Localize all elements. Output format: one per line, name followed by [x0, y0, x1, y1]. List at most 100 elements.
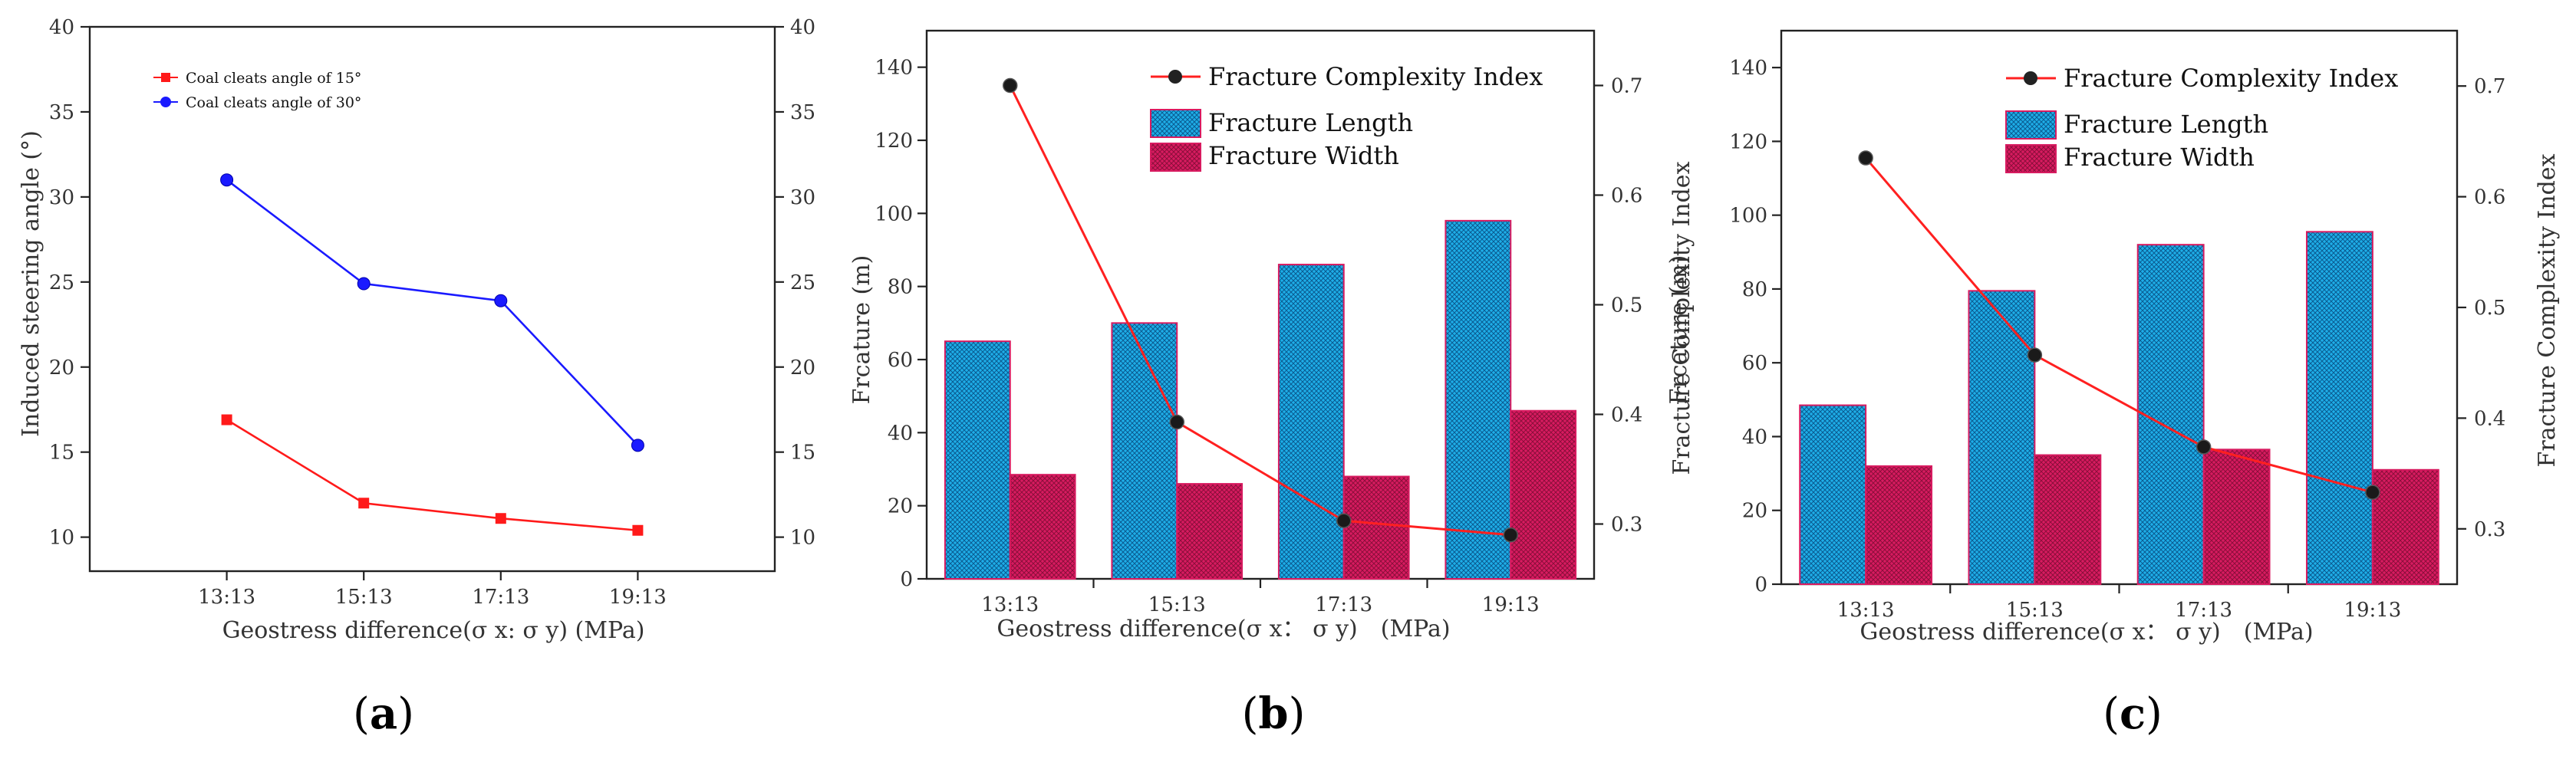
- bar-fracture-length: [1444, 219, 1512, 580]
- legend-label: Fracture Width: [2064, 143, 2255, 172]
- bar-fracture-width: [1009, 474, 1076, 580]
- panel-c-letter: c: [2120, 688, 2146, 739]
- y-tick-label: 140: [1729, 57, 1767, 80]
- legend-marker-square: [161, 73, 170, 82]
- x-tick-label: 13:13: [198, 586, 255, 609]
- x-tick-label: 17:13: [472, 586, 529, 609]
- y-tick-label: 20: [1742, 500, 1767, 523]
- y-tick-label: 40: [888, 422, 913, 445]
- y2-tick-label: 0.3: [2474, 518, 2505, 541]
- y-right-tick-label: 40: [790, 16, 815, 39]
- panel-a-series: [220, 173, 644, 536]
- panel-a-axes: [88, 25, 776, 573]
- bar-fracture-width: [2371, 468, 2439, 586]
- x-tick-label: 13:13: [1837, 599, 1895, 622]
- data-point-circle: [631, 439, 644, 452]
- complexity-index-point: [1169, 414, 1184, 430]
- bar-fracture-length: [2136, 244, 2205, 585]
- y-tick-label: 140: [875, 57, 913, 80]
- panel-c: 0 20 40 60 80 100 120 140 0.3 0.4 0.5 0.6 0.7 13:13 15…: [1665, 29, 2561, 739]
- x-tick-label: 15:13: [2006, 599, 2064, 622]
- y2-tick-label: 0.6: [2474, 186, 2505, 209]
- x-tick-label: 15:13: [1148, 593, 1206, 616]
- data-point-square: [632, 524, 644, 536]
- bar-fracture-width: [1510, 409, 1577, 580]
- x-tick-label: 17:13: [1315, 593, 1372, 616]
- legend-label: Fracture Width: [1208, 141, 1399, 170]
- panel-c-caption: (c): [2103, 688, 2163, 739]
- complexity-index-point: [1336, 513, 1352, 528]
- bar-fracture-length: [1968, 290, 2036, 585]
- bar-fracture-length: [1799, 404, 1867, 586]
- legend-label: Fracture Length: [2064, 110, 2268, 139]
- y2-tick-label: 0.7: [1611, 75, 1642, 98]
- panel-b-line-series: [1003, 77, 1518, 543]
- bar-fracture-width: [2202, 449, 2271, 586]
- y-tick-label: 120: [1729, 130, 1767, 153]
- series-line-1: [226, 419, 638, 532]
- x-tick-label: 19:13: [609, 586, 667, 609]
- y-tick-label: 30: [49, 186, 74, 209]
- panel-c-ticks: 0 20 40 60 80 100 120 140 0.3 0.4 0.5 0.6 0.7 13:13 15…: [1729, 57, 2505, 622]
- panel-b-legend: Fracture Complexity Index Fracture Lengt…: [1150, 62, 1543, 172]
- bar-fracture-length: [1277, 264, 1345, 580]
- panel-b-caption: (b): [1242, 688, 1306, 739]
- legend-label: Fracture Complexity Index: [1208, 62, 1543, 91]
- y2-tick-label: 0.5: [2474, 297, 2505, 320]
- legend-swatch-length: [2005, 110, 2057, 140]
- complexity-index-point: [1858, 150, 1873, 166]
- legend-swatch-width: [1150, 143, 1201, 172]
- panel-c-bars: [1799, 231, 2439, 586]
- legend-marker-circle: [160, 97, 171, 107]
- complexity-index-point: [2365, 485, 2380, 500]
- legend-label: Fracture Complexity Index: [2064, 64, 2398, 93]
- legend-marker-circle: [1168, 70, 1182, 84]
- x-tick-label: 17:13: [2175, 599, 2232, 622]
- x-tick-label: 19:13: [2344, 599, 2401, 622]
- y2-tick-label: 0.4: [2474, 407, 2505, 430]
- series-line-2: [226, 179, 639, 446]
- y-tick-label: 100: [875, 202, 913, 225]
- y-tick-label: 15: [49, 442, 74, 465]
- y2-tick-label: 0.7: [2474, 75, 2505, 98]
- y-right-tick-label: 15: [790, 442, 815, 465]
- y-right-tick-label: 30: [790, 186, 815, 209]
- panel-b-y-label: Frcature (m): [848, 255, 875, 405]
- panel-b-ticks: 0 20 40 60 80 100 120 140 0.3 0.4 0.5 0.6 0.7 13:13 15…: [875, 57, 1642, 616]
- y-tick-label: 60: [888, 349, 913, 372]
- complexity-index-point: [2027, 347, 2043, 363]
- panel-c-x-label: Geostress difference(σ x： σ y) (MPa): [1860, 619, 2313, 646]
- y-tick-label: 80: [888, 276, 913, 299]
- bar-fracture-width: [1342, 475, 1410, 580]
- y2-tick-label: 0.5: [1611, 294, 1642, 317]
- panel-a: 10 10 15 15 20 20 25 25 30 30 35 35 40 40 13:13 15:13 17…: [18, 16, 815, 739]
- bar-fracture-length: [944, 340, 1011, 580]
- y2-tick-label: 0.4: [1611, 404, 1642, 427]
- bar-fracture-width: [2034, 454, 2102, 585]
- panel-a-ticks: 10 10 15 15 20 20 25 25 30 30 35 35 40 40 13:13 15:13 17…: [49, 16, 815, 609]
- y-tick-label: 120: [875, 130, 913, 153]
- panel-c-line-series: [1858, 150, 2380, 500]
- y2-tick-label: 0.3: [1611, 514, 1642, 537]
- panel-b: 0 20 40 60 80 100 120 140 0.3 0.4 0.5 0.6 0.7 13:13 15…: [848, 29, 1695, 739]
- data-point-square: [495, 513, 506, 524]
- y-tick-label: 0: [1754, 573, 1767, 596]
- panel-c-y-label: Frcature (m): [1665, 255, 1692, 405]
- x-tick-label: 19:13: [1482, 593, 1540, 616]
- data-point-circle: [357, 277, 371, 291]
- panel-b-y2-label: Fracture Complexity Index: [1668, 161, 1695, 475]
- panel-a-x-label: Geostress difference(σ x: σ y) (MPa): [222, 617, 645, 644]
- complexity-index-point: [1003, 77, 1018, 94]
- y-tick-label: 80: [1742, 278, 1767, 301]
- complexity-index-line: [1009, 84, 1511, 537]
- complexity-index-point: [1503, 527, 1518, 543]
- bar-fracture-width: [1865, 465, 1933, 585]
- y-tick-label: 25: [49, 271, 74, 294]
- y-tick-label: 0: [900, 568, 913, 591]
- legend-label: Coal cleats angle of 30°: [186, 94, 361, 111]
- legend-label: Coal cleats angle of 15°: [186, 70, 361, 87]
- panel-a-caption: (a): [353, 688, 414, 739]
- panel-a-legend: Coal cleats angle of 15° Coal cleats ang…: [153, 70, 361, 111]
- y-tick-label: 100: [1729, 205, 1767, 228]
